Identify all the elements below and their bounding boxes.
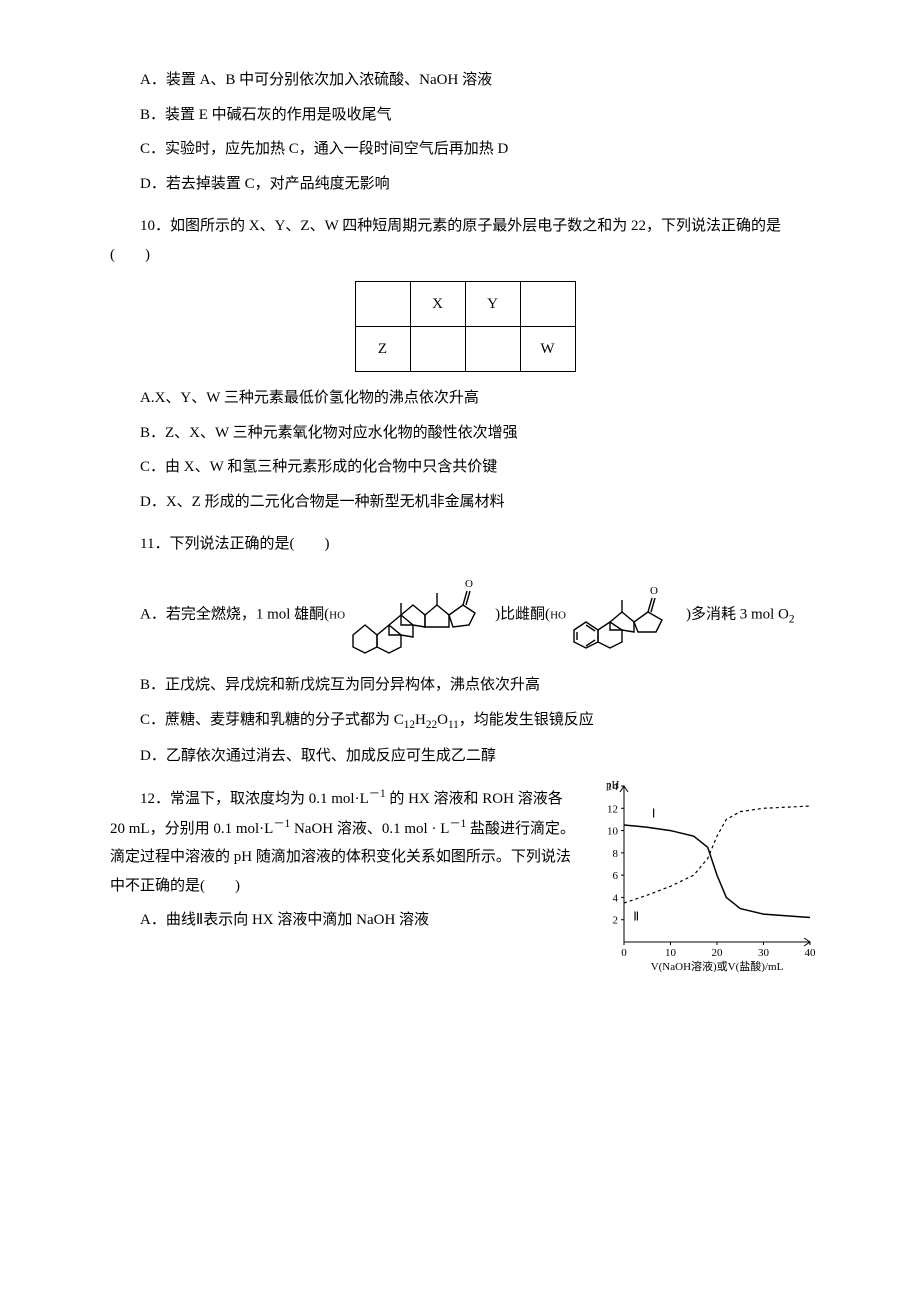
q11-c-pre: C．蔗糖、麦芽糖和乳糖的分子式都为 C — [140, 712, 404, 728]
svg-text:4: 4 — [613, 893, 619, 905]
q10-option-a: A.X、Y、W 三种元素最低价氢化物的沸点依次升高 — [140, 384, 820, 413]
q11-option-a: A．若完全燃烧，1 mol 雄酮(HO O )比雌酮(HO — [140, 565, 820, 666]
q11-a-mid: )比雌酮( — [495, 606, 550, 622]
cell-0-1: X — [410, 282, 465, 327]
q10-option-d: D．X、Z 形成的二元化合物是一种新型无机非金属材料 — [140, 488, 820, 517]
q12-stem-a: 12．常温下，取浓度均为 0.1 mol·L — [140, 791, 369, 807]
q11-option-c: C．蔗糖、麦芽糖和乳糖的分子式都为 C12H22O11，均能发生银镜反应 — [140, 706, 820, 736]
o-label-1: O — [465, 578, 473, 590]
cell-0-2: Y — [465, 282, 520, 327]
q11-a-ho1: HO — [329, 609, 345, 621]
q11-option-d: D．乙醇依次通过消去、取代、加成反应可生成乙二醇 — [140, 742, 820, 771]
svg-text:V(NaOH溶液)或V(盐酸)/mL: V(NaOH溶液)或V(盐酸)/mL — [651, 959, 784, 973]
cell-0-3 — [520, 282, 575, 327]
neg1-b: －1 — [273, 818, 290, 830]
o-label-2: O — [650, 585, 658, 597]
q12-stem-c: NaOH 溶液、0.1 mol · L — [290, 821, 449, 837]
estrone-structure-icon: O — [566, 570, 686, 661]
neg1-c: －1 — [449, 818, 466, 830]
q9-option-b: B．装置 E 中碱石灰的作用是吸收尾气 — [140, 101, 820, 130]
q10-option-c: C．由 X、W 和氢三种元素形成的化合物中只含共价键 — [140, 453, 820, 482]
q11-a-pre: A．若完全燃烧，1 mol 雄酮( — [140, 606, 329, 622]
androsterone-structure-icon: O — [345, 565, 495, 666]
c-o: O — [437, 712, 448, 728]
q12-titration-chart: 2468101214010203040pHV(NaOH溶液)或V(盐酸)/mLⅠ… — [590, 774, 820, 985]
q9-option-a: A．装置 A、B 中可分别依次加入浓硫酸、NaOH 溶液 — [140, 66, 820, 95]
svg-text:8: 8 — [613, 848, 619, 860]
o11-sub: 11 — [448, 719, 459, 731]
q11-a-post: )多消耗 3 mol O — [686, 606, 789, 622]
svg-text:pH: pH — [606, 779, 620, 791]
q11-stem: 11．下列说法正确的是( ) — [140, 530, 820, 559]
svg-text:Ⅱ: Ⅱ — [633, 910, 639, 924]
svg-text:10: 10 — [607, 826, 619, 838]
svg-text:30: 30 — [758, 947, 770, 959]
c12-sub: 12 — [404, 719, 415, 731]
q11-c-post: ，均能发生银镜反应 — [459, 712, 594, 728]
neg1-a: －1 — [369, 788, 386, 800]
c-h: H — [415, 712, 426, 728]
svg-text:Ⅰ: Ⅰ — [652, 807, 656, 821]
svg-text:12: 12 — [607, 804, 618, 816]
q10-periodic-fragment: X Y Z W — [355, 281, 576, 372]
q11-a-o2-sub: 2 — [789, 613, 795, 625]
svg-text:6: 6 — [613, 871, 619, 883]
cell-1-3: W — [520, 327, 575, 372]
svg-text:20: 20 — [712, 947, 724, 959]
svg-text:2: 2 — [613, 915, 619, 927]
svg-text:10: 10 — [665, 947, 677, 959]
cell-1-2 — [465, 327, 520, 372]
q11-option-b: B．正戊烷、异戊烷和新戊烷互为同分异构体，沸点依次升高 — [140, 671, 820, 700]
h22-sub: 22 — [426, 719, 437, 731]
q9-option-d: D．若去掉装置 C，对产品纯度无影响 — [140, 170, 820, 199]
svg-text:40: 40 — [805, 947, 817, 959]
q9-option-c: C．实验时，应先加热 C，通入一段时间空气后再加热 D — [140, 135, 820, 164]
svg-text:0: 0 — [621, 947, 627, 959]
cell-1-0: Z — [355, 327, 410, 372]
cell-0-0 — [355, 282, 410, 327]
q10-option-b: B．Z、X、W 三种元素氧化物对应水化物的酸性依次增强 — [140, 419, 820, 448]
q11-a-ho2: HO — [550, 609, 566, 621]
cell-1-1 — [410, 327, 465, 372]
q10-stem: 10．如图所示的 X、Y、Z、W 四种短周期元素的原子最外层电子数之和为 22，… — [110, 212, 820, 269]
